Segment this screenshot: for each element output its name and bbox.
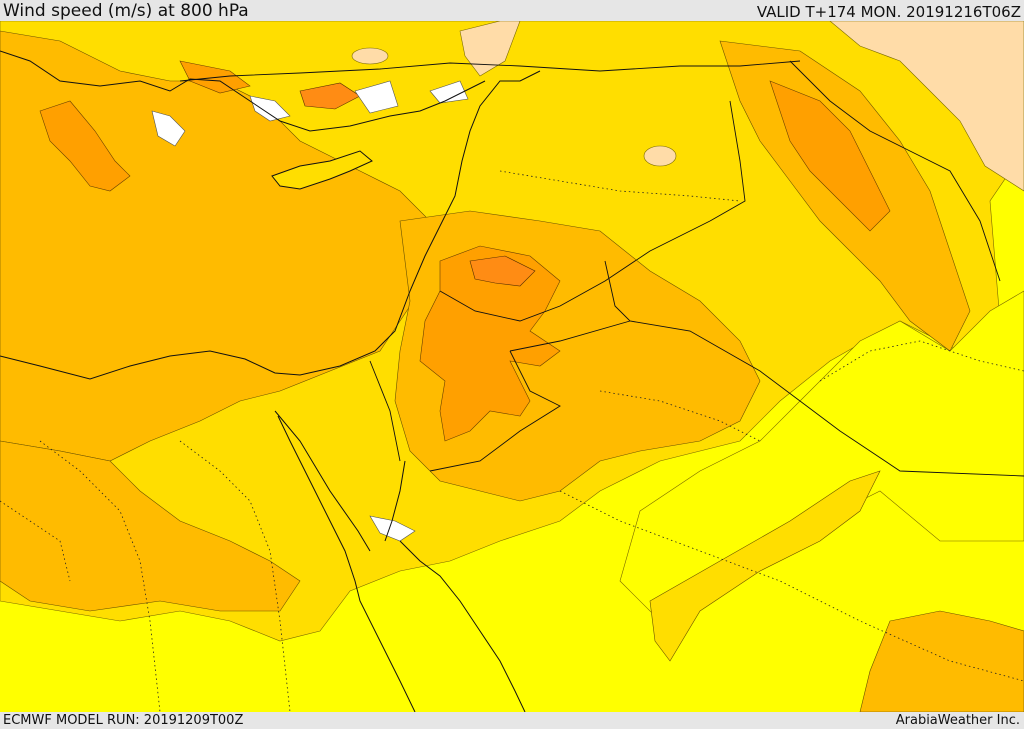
admin-boundary [819, 340, 1024, 382]
coastline-red-sea-east [399, 540, 526, 712]
speed-band-yellow-east [619, 290, 1024, 622]
wind-speed-map [0, 21, 1024, 712]
speed-band-weakest-spot [429, 80, 469, 104]
border-line [509, 320, 631, 352]
speed-band-weakest-spot [369, 515, 416, 542]
speed-band-gold-southeast [649, 470, 881, 662]
coastline-red-sea-west [277, 415, 416, 712]
speed-band-amber-southeast [859, 610, 1024, 712]
border-line [439, 220, 711, 322]
coastline-gulf-aqaba [384, 460, 406, 542]
admin-boundary [0, 500, 71, 582]
footer-bar: ECMWF MODEL RUN: 20191209T00Z ArabiaWeat… [0, 712, 1024, 729]
admin-boundary [179, 440, 291, 712]
speed-band-orange-jordan [419, 245, 561, 442]
map-canvas [0, 21, 1024, 712]
speed-band-light-northeast [829, 21, 1024, 192]
speed-band-amber-south [0, 440, 301, 612]
coastline-turkey [0, 50, 486, 132]
map-title: Wind speed (m/s) at 800 hPa [3, 1, 249, 21]
header-bar: Wind speed (m/s) at 800 hPa VALID T+174 … [0, 0, 1024, 21]
admin-boundary [499, 170, 741, 202]
border-line [179, 60, 801, 82]
speed-band-light-north [459, 21, 521, 77]
border-line [789, 60, 1001, 282]
coastline-gulf-suez [274, 410, 371, 552]
speed-band-weakest-spot [249, 95, 291, 122]
speed-band-light-spot [351, 47, 389, 65]
credit-label: ArabiaWeather Inc. [895, 713, 1020, 728]
speed-band-dark-orange-core [469, 255, 536, 287]
speed-band-light-spot [643, 145, 677, 167]
speed-band-orange-iraq [769, 80, 891, 232]
coastline-cyprus [271, 150, 373, 190]
border-line [369, 360, 401, 462]
border-line [429, 350, 561, 472]
speed-band-orange-north [179, 60, 251, 94]
coastline-mediterranean [0, 70, 541, 380]
model-run-label: ECMWF MODEL RUN: 20191209T00Z [3, 713, 244, 728]
speed-band-weakest-spot [151, 110, 186, 147]
border-line [709, 100, 746, 222]
valid-time: VALID T+174 MON. 20191216T06Z [756, 3, 1021, 21]
admin-boundary [39, 440, 161, 712]
speed-band-dark-orange-north [299, 82, 361, 110]
speed-band-orange-west [39, 100, 131, 192]
speed-band-weakest-spot [354, 80, 399, 114]
border-line [604, 260, 1024, 477]
